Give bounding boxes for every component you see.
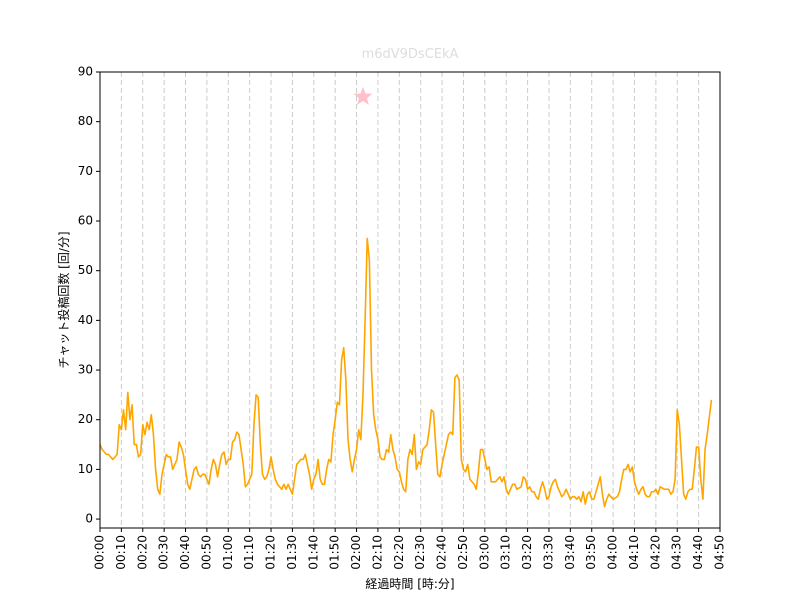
x-tick-label: 00:10 [114, 535, 128, 570]
x-tick-label: 04:10 [627, 535, 641, 570]
x-tick-label: 01:20 [264, 535, 278, 570]
x-tick-label: 03:50 [584, 535, 598, 570]
y-tick-label: 10 [78, 462, 93, 476]
star-marker [353, 86, 373, 105]
x-tick-label: 04:00 [606, 535, 620, 570]
y-tick-label: 0 [85, 512, 93, 526]
x-tick-label: 03:30 [541, 535, 555, 570]
y-tick-label: 20 [78, 412, 93, 426]
x-tick-label: 00:50 [199, 535, 213, 570]
x-tick-label: 04:40 [691, 535, 705, 570]
y-axis-label: チャット投稿回数 [回/分] [56, 231, 71, 368]
x-tick-label: 03:40 [563, 535, 577, 570]
x-tick-label: 02:30 [413, 535, 427, 570]
x-axis-label: 経過時間 [時:分] [365, 577, 454, 591]
x-tick-label: 00:30 [157, 535, 171, 570]
x-tick-label: 02:10 [370, 535, 384, 570]
x-tick-label: 04:20 [648, 535, 662, 570]
y-tick-label: 70 [78, 164, 93, 178]
data-line [99, 237, 713, 508]
plot-frame [99, 71, 721, 529]
x-tick-label: 02:20 [392, 535, 406, 570]
x-tick-label: 04:30 [670, 535, 684, 570]
x-tick-label: 02:00 [349, 535, 363, 570]
x-tick-label: 00:00 [93, 535, 107, 570]
x-tick-label: 01:30 [285, 535, 299, 570]
y-tick-label: 60 [78, 214, 93, 228]
x-tick-label: 03:20 [520, 535, 534, 570]
y-tick-label: 40 [78, 313, 93, 327]
chart-title: m6dV9DsCEkA [362, 47, 459, 62]
x-tick-label: 00:40 [178, 535, 192, 570]
x-tick-label: 00:20 [135, 535, 149, 570]
x-tick-label: 04:50 [713, 535, 727, 570]
x-tick-label: 01:50 [328, 535, 342, 570]
x-tick-label: 02:40 [435, 535, 449, 570]
x-tick-label: 03:10 [499, 535, 513, 570]
x-tick-label: 03:00 [477, 535, 491, 570]
y-tick-label: 50 [78, 263, 93, 277]
x-tick-label: 01:40 [306, 535, 320, 570]
y-tick-label: 30 [78, 363, 93, 377]
y-tick-label: 90 [78, 65, 93, 79]
y-tick-label: 80 [78, 114, 93, 128]
x-tick-label: 02:50 [456, 535, 470, 570]
x-tick-label: 01:00 [221, 535, 235, 570]
x-tick-label: 01:10 [242, 535, 256, 570]
